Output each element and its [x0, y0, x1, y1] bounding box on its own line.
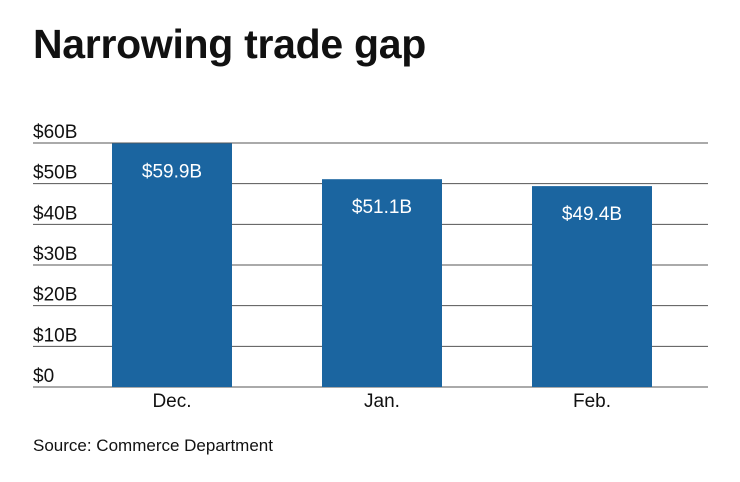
- y-tick-label: $0: [33, 366, 54, 387]
- bar-value-label: $51.1B: [352, 197, 412, 218]
- bar-value-label: $59.9B: [142, 161, 202, 182]
- bar: [112, 143, 232, 387]
- y-axis-ticks: $0 $10B $20B $30B $40B $50B $60B: [33, 122, 77, 387]
- x-tick-label: Dec.: [152, 391, 191, 412]
- y-tick-label: $60B: [33, 122, 77, 143]
- y-tick-label: $50B: [33, 163, 77, 184]
- y-tick-label: $40B: [33, 203, 77, 224]
- bars: [112, 143, 652, 387]
- y-tick-label: $20B: [33, 285, 77, 306]
- x-tick-label: Feb.: [573, 391, 611, 412]
- bar-data-labels: $59.9B $51.1B $49.4B: [142, 161, 622, 225]
- chart-title: Narrowing trade gap: [33, 21, 426, 67]
- bar: [532, 186, 652, 387]
- x-tick-label: Jan.: [364, 391, 400, 412]
- x-axis-ticks: Dec. Jan. Feb.: [152, 391, 611, 412]
- y-tick-label: $30B: [33, 244, 77, 265]
- source-note: Source: Commerce Department: [33, 436, 273, 455]
- bar-value-label: $49.4B: [562, 204, 622, 225]
- y-tick-label: $10B: [33, 325, 77, 346]
- bar: [322, 179, 442, 387]
